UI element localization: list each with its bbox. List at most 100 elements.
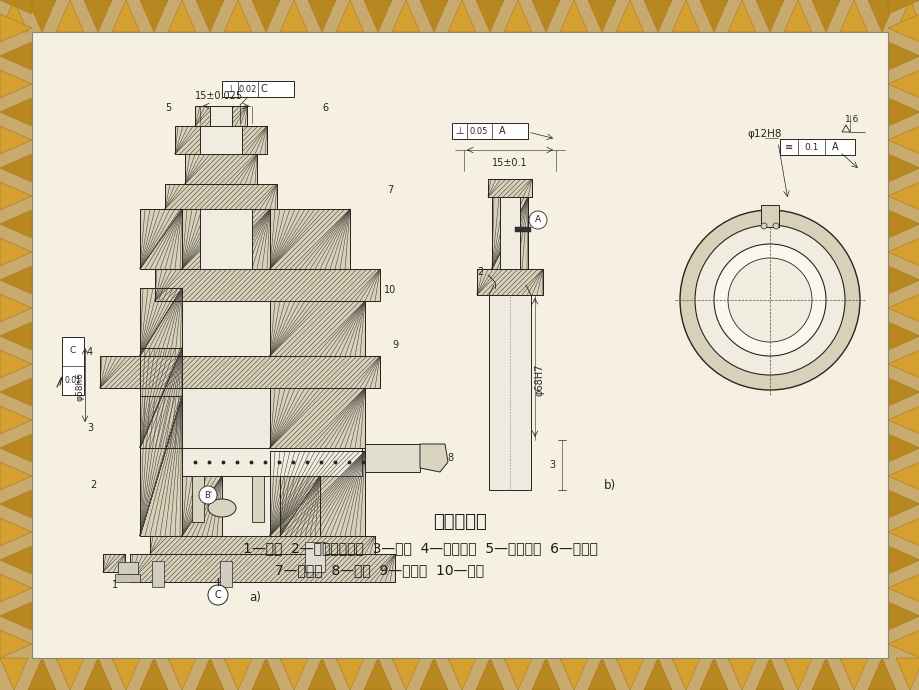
Text: 4: 4 [86,347,93,357]
Bar [165,184,277,209]
Polygon shape [223,658,252,690]
Polygon shape [0,70,32,98]
Bar [150,536,375,554]
Polygon shape [887,490,919,518]
Polygon shape [887,406,919,434]
Bar [115,574,140,582]
Polygon shape [560,0,587,32]
Polygon shape [475,0,504,32]
Polygon shape [196,0,223,32]
Circle shape [199,486,217,504]
Bar [779,139,854,155]
Bar [221,81,294,97]
Polygon shape [0,294,32,322]
Bar [175,126,267,154]
Polygon shape [811,658,839,690]
Text: 9: 9 [391,340,398,350]
Bar [140,396,182,536]
Text: φ68h6: φ68h6 [75,373,85,402]
Circle shape [679,210,859,390]
Bar [103,554,125,572]
Text: 15±0.1: 15±0.1 [492,158,528,168]
Bar [492,197,528,269]
Polygon shape [335,0,364,32]
Bar [185,154,256,184]
Text: A: A [831,142,837,152]
Bar [487,179,531,197]
Polygon shape [643,658,671,690]
Polygon shape [252,658,279,690]
Polygon shape [671,0,699,32]
Bar [252,476,264,522]
Text: C: C [260,84,267,94]
Bar [269,301,365,356]
Text: 10: 10 [383,285,396,295]
Bar [476,269,542,295]
Polygon shape [168,658,196,690]
Polygon shape [0,322,32,350]
Bar [499,197,519,269]
Polygon shape [887,238,919,266]
Polygon shape [84,658,112,690]
Polygon shape [420,444,448,472]
Text: A: A [534,215,540,224]
Bar [118,562,138,574]
Polygon shape [887,0,919,14]
Polygon shape [0,378,32,406]
Polygon shape [56,0,84,32]
Bar [199,209,252,269]
Text: 7: 7 [387,185,392,195]
Polygon shape [84,0,112,32]
Bar [140,396,182,536]
Circle shape [772,223,778,229]
Polygon shape [0,462,32,490]
Polygon shape [168,0,196,32]
Polygon shape [0,602,32,630]
Polygon shape [727,0,755,32]
Polygon shape [887,378,919,406]
Bar [182,348,269,448]
Text: 3: 3 [549,460,554,470]
Polygon shape [504,658,531,690]
Text: 6: 6 [322,103,328,113]
Bar [150,536,375,554]
Polygon shape [887,518,919,546]
Polygon shape [887,98,919,126]
Text: φ12H8: φ12H8 [747,129,781,139]
Bar [182,476,221,536]
Polygon shape [140,658,168,690]
Polygon shape [0,154,32,182]
Bar [100,356,380,388]
Bar [199,126,242,154]
Bar [192,476,204,522]
Polygon shape [616,658,643,690]
Bar [305,542,324,572]
Polygon shape [531,0,560,32]
Text: 7—夹具体  8—手柄  9—偏心轮  10—弹簧: 7—夹具体 8—手柄 9—偏心轮 10—弹簧 [275,563,484,577]
Bar [451,123,528,139]
Polygon shape [839,0,867,32]
Polygon shape [887,630,919,658]
Polygon shape [887,14,919,42]
Polygon shape [783,658,811,690]
Bar [165,184,277,209]
Polygon shape [0,574,32,602]
Text: a): a) [249,591,261,604]
Polygon shape [308,0,335,32]
Polygon shape [0,14,32,42]
Polygon shape [887,602,919,630]
Text: 固定式钻模: 固定式钻模 [433,513,486,531]
Polygon shape [0,0,32,14]
Polygon shape [867,0,895,32]
Polygon shape [0,42,32,70]
Bar [269,209,349,269]
Text: 8: 8 [447,453,452,463]
Bar [492,197,528,269]
Bar [220,561,232,587]
Bar [152,561,164,587]
Polygon shape [252,0,279,32]
Bar [175,126,267,154]
Bar [210,106,232,126]
Text: ≡: ≡ [784,142,792,152]
Polygon shape [0,546,32,574]
